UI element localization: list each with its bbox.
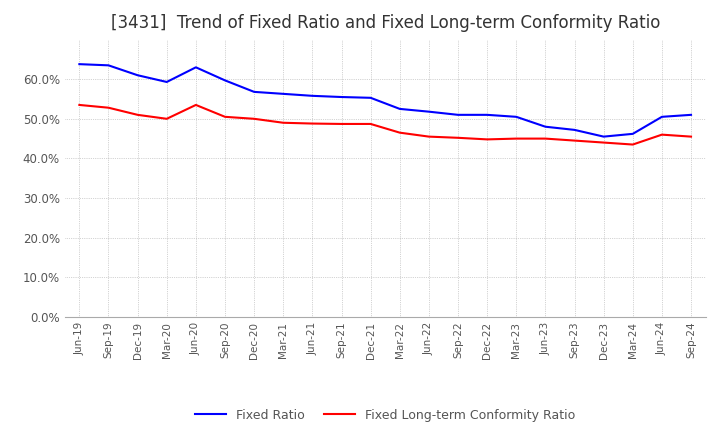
Line: Fixed Ratio: Fixed Ratio xyxy=(79,64,691,136)
Fixed Long-term Conformity Ratio xyxy=(599,140,608,145)
Fixed Long-term Conformity Ratio xyxy=(366,121,375,127)
Fixed Ratio xyxy=(308,93,317,99)
Line: Fixed Long-term Conformity Ratio: Fixed Long-term Conformity Ratio xyxy=(79,105,691,144)
Fixed Ratio xyxy=(395,106,404,111)
Fixed Long-term Conformity Ratio xyxy=(570,138,579,143)
Fixed Long-term Conformity Ratio xyxy=(395,130,404,135)
Fixed Long-term Conformity Ratio xyxy=(425,134,433,139)
Fixed Ratio xyxy=(337,94,346,99)
Fixed Ratio xyxy=(192,65,200,70)
Fixed Long-term Conformity Ratio xyxy=(220,114,229,119)
Fixed Long-term Conformity Ratio xyxy=(337,121,346,127)
Fixed Ratio xyxy=(687,112,696,117)
Fixed Long-term Conformity Ratio xyxy=(512,136,521,141)
Fixed Long-term Conformity Ratio xyxy=(192,102,200,107)
Title: [3431]  Trend of Fixed Ratio and Fixed Long-term Conformity Ratio: [3431] Trend of Fixed Ratio and Fixed Lo… xyxy=(110,15,660,33)
Fixed Ratio xyxy=(163,79,171,84)
Fixed Long-term Conformity Ratio xyxy=(250,116,258,121)
Fixed Ratio xyxy=(133,73,142,78)
Fixed Ratio xyxy=(541,124,550,129)
Fixed Ratio xyxy=(570,127,579,132)
Fixed Long-term Conformity Ratio xyxy=(279,120,287,125)
Fixed Ratio xyxy=(629,131,637,136)
Fixed Ratio xyxy=(454,112,462,117)
Fixed Ratio xyxy=(657,114,666,119)
Fixed Ratio xyxy=(366,95,375,100)
Fixed Long-term Conformity Ratio xyxy=(163,116,171,121)
Fixed Long-term Conformity Ratio xyxy=(629,142,637,147)
Fixed Long-term Conformity Ratio xyxy=(541,136,550,141)
Fixed Ratio xyxy=(104,62,113,68)
Legend: Fixed Ratio, Fixed Long-term Conformity Ratio: Fixed Ratio, Fixed Long-term Conformity … xyxy=(190,404,580,427)
Fixed Ratio xyxy=(75,62,84,67)
Fixed Long-term Conformity Ratio xyxy=(687,134,696,139)
Fixed Long-term Conformity Ratio xyxy=(104,105,113,110)
Fixed Ratio xyxy=(599,134,608,139)
Fixed Ratio xyxy=(512,114,521,119)
Fixed Ratio xyxy=(425,109,433,114)
Fixed Long-term Conformity Ratio xyxy=(75,102,84,107)
Fixed Long-term Conformity Ratio xyxy=(133,112,142,117)
Fixed Long-term Conformity Ratio xyxy=(308,121,317,126)
Fixed Long-term Conformity Ratio xyxy=(657,132,666,137)
Fixed Ratio xyxy=(483,112,492,117)
Fixed Ratio xyxy=(279,91,287,96)
Fixed Long-term Conformity Ratio xyxy=(454,135,462,140)
Fixed Ratio xyxy=(250,89,258,95)
Fixed Long-term Conformity Ratio xyxy=(483,137,492,142)
Fixed Ratio xyxy=(220,78,229,83)
